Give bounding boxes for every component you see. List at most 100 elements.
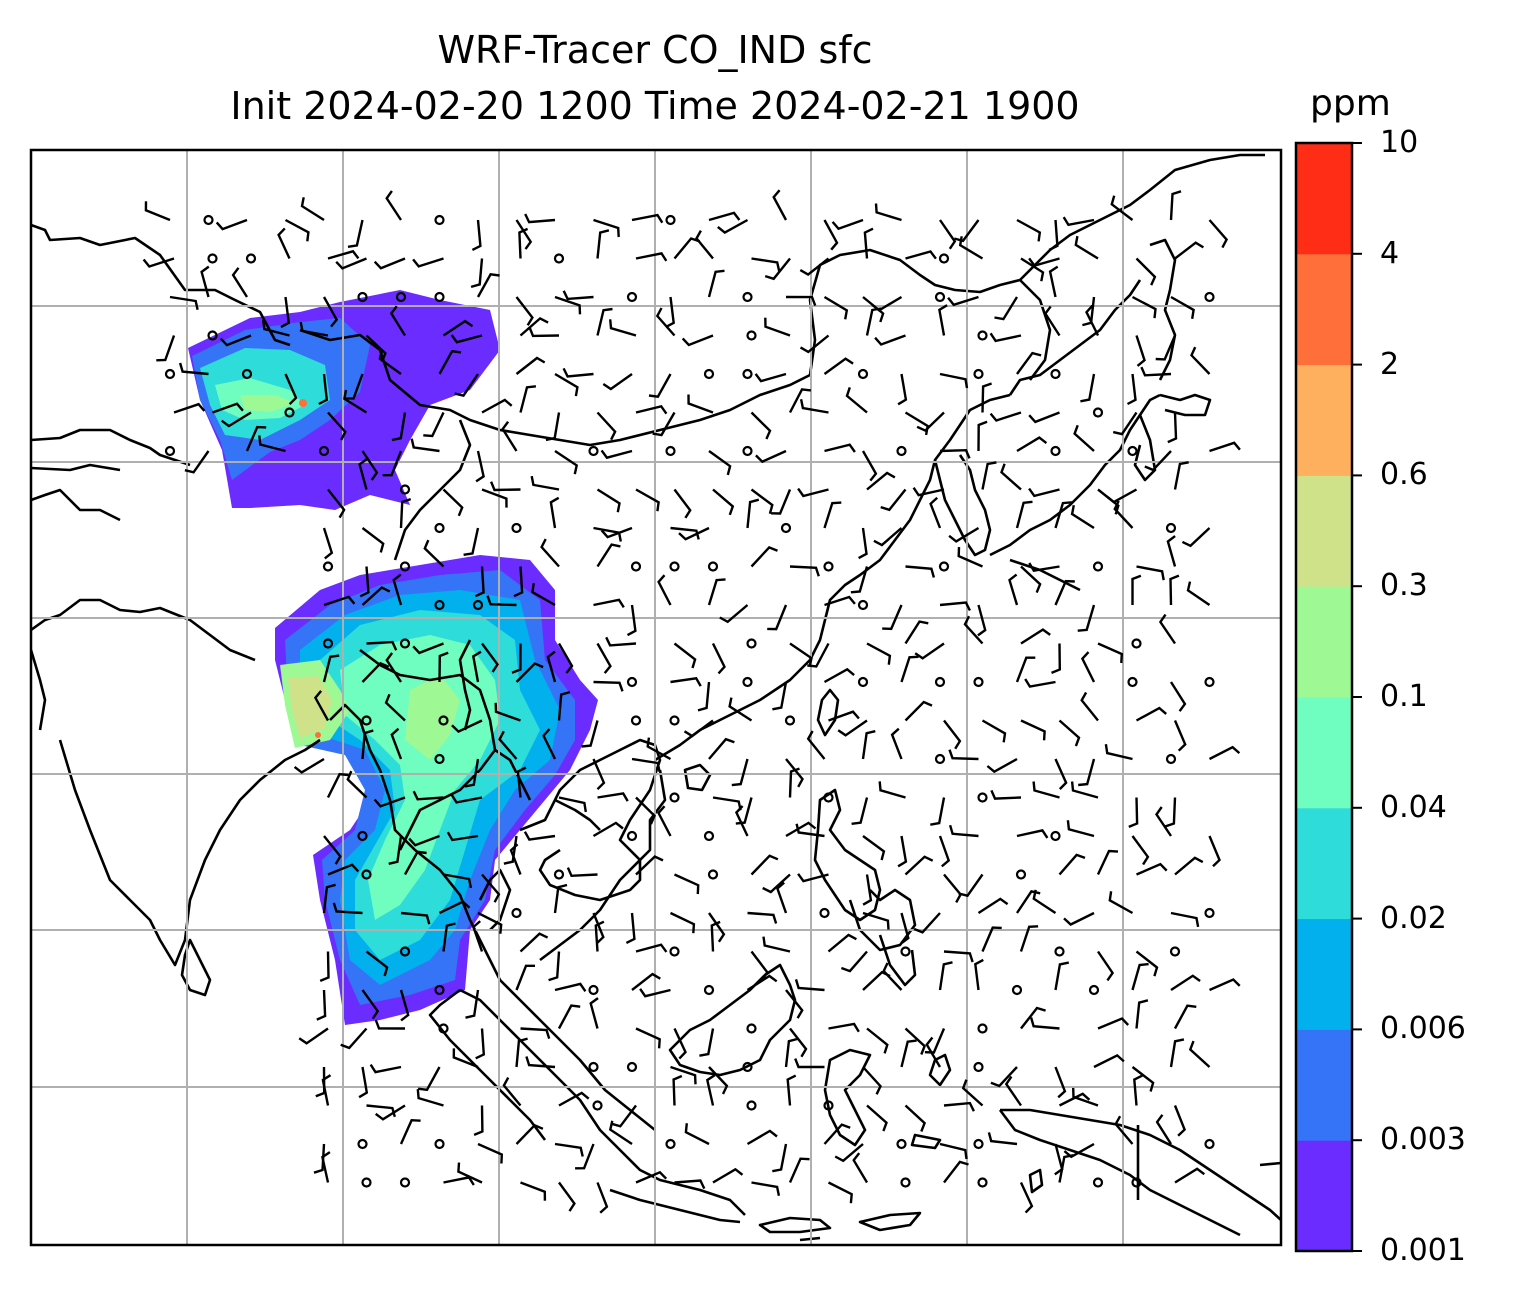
wind-barb	[284, 373, 298, 406]
wind-barb	[1174, 241, 1205, 260]
wind-barb	[410, 438, 440, 453]
wind-barb	[1016, 218, 1042, 242]
wind-barb	[981, 926, 1002, 952]
calm-wind-circle	[742, 676, 753, 688]
wind-barb	[708, 211, 741, 222]
wind-barb	[144, 201, 171, 222]
wind-barb	[403, 850, 427, 876]
wind-barb	[1093, 1053, 1125, 1069]
wind-barb	[990, 789, 1022, 800]
wind-barb	[938, 304, 948, 336]
wind-barb	[823, 501, 842, 529]
wind-barb	[596, 411, 617, 441]
wind-barb	[728, 697, 753, 722]
wind-barb	[977, 420, 988, 452]
calm-wind-circle	[973, 676, 984, 688]
wind-barb	[399, 1118, 421, 1145]
wind-barb	[1054, 758, 1068, 790]
calm-wind-circle	[630, 715, 642, 726]
calm-wind-circle	[588, 984, 599, 996]
calm-wind-circle	[669, 715, 680, 726]
wind-barb	[912, 487, 945, 497]
wind-barb	[905, 565, 936, 578]
wind-barb	[1114, 1115, 1134, 1145]
wind-barb	[707, 578, 726, 606]
calm-wind-circle	[1092, 407, 1104, 418]
wind-barb	[562, 290, 594, 301]
wind-barb	[695, 230, 714, 260]
wind-barb	[365, 950, 389, 977]
wind-barb	[554, 1142, 584, 1157]
wind-barb	[463, 527, 480, 556]
map-frame	[29, 148, 1283, 1247]
wind-barb	[412, 790, 444, 801]
calm-wind-circle	[934, 753, 946, 765]
calm-wind-circle	[1131, 638, 1142, 649]
calm-wind-circle	[438, 715, 449, 726]
wind-barb	[385, 652, 403, 683]
wind-barb	[319, 951, 330, 983]
wind-barb	[546, 650, 557, 683]
wind-barb	[913, 912, 941, 934]
wind-barb	[400, 911, 431, 925]
wind-barb	[231, 267, 249, 298]
wind-barb	[554, 372, 579, 397]
wind-barb	[361, 527, 385, 553]
wind-barb	[673, 1027, 687, 1060]
calm-wind-circle	[511, 907, 522, 919]
wind-barb	[708, 912, 726, 943]
wind-barb	[471, 920, 484, 952]
wind-barb	[746, 1129, 778, 1146]
calm-wind-circle	[857, 676, 869, 688]
wind-barb	[566, 867, 598, 878]
calm-wind-circle	[322, 638, 334, 649]
wind-barb	[475, 450, 485, 483]
wind-barb	[509, 843, 522, 875]
calm-wind-circle	[977, 1023, 988, 1034]
wind-barb	[1136, 565, 1165, 581]
colorbar-tick-label: 0.6	[1380, 457, 1428, 493]
wind-barb	[767, 604, 788, 631]
wind-barb	[670, 676, 702, 687]
wind-barb	[1058, 853, 1086, 876]
wind-barb	[343, 389, 368, 414]
wind-barb	[1016, 351, 1042, 375]
colorbar-tick-label: 0.003	[1380, 1122, 1466, 1158]
wind-barb	[464, 758, 480, 788]
wind-barb	[862, 911, 890, 930]
wind-barb	[438, 349, 462, 375]
wind-barb	[358, 1066, 369, 1099]
wind-barb	[1004, 1075, 1022, 1107]
wind-barb	[697, 681, 711, 712]
wind-barb	[442, 319, 474, 337]
wind-barb	[683, 719, 714, 738]
wind-barb	[412, 257, 444, 268]
wind-barb	[865, 307, 882, 336]
wind-barb	[323, 595, 356, 607]
wind-barb	[321, 1074, 332, 1106]
wind-barb	[1028, 411, 1060, 424]
wind-barb	[277, 227, 291, 260]
wind-barb	[850, 566, 869, 594]
wind-barb	[1135, 950, 1159, 977]
wind-barb	[1029, 1017, 1060, 1030]
wind-barb	[1080, 691, 1099, 722]
wind-barb	[391, 412, 407, 442]
calm-wind-circle	[746, 1023, 757, 1034]
wind-barb	[939, 448, 971, 459]
wind-barb	[373, 796, 406, 808]
wind-barb	[1054, 501, 1073, 529]
calm-wind-circle	[669, 561, 680, 572]
wind-barb	[1016, 436, 1048, 453]
wind-barb	[938, 835, 951, 868]
wind-barb	[939, 1142, 968, 1160]
wind-barb	[635, 855, 664, 876]
wind-barb	[465, 989, 480, 1019]
wind-barb	[486, 595, 517, 607]
wind-barb	[611, 1104, 637, 1128]
calm-wind-circle	[361, 715, 372, 726]
calm-wind-circle	[434, 291, 445, 303]
wind-barb	[882, 604, 903, 631]
calm-wind-circle	[357, 830, 368, 842]
